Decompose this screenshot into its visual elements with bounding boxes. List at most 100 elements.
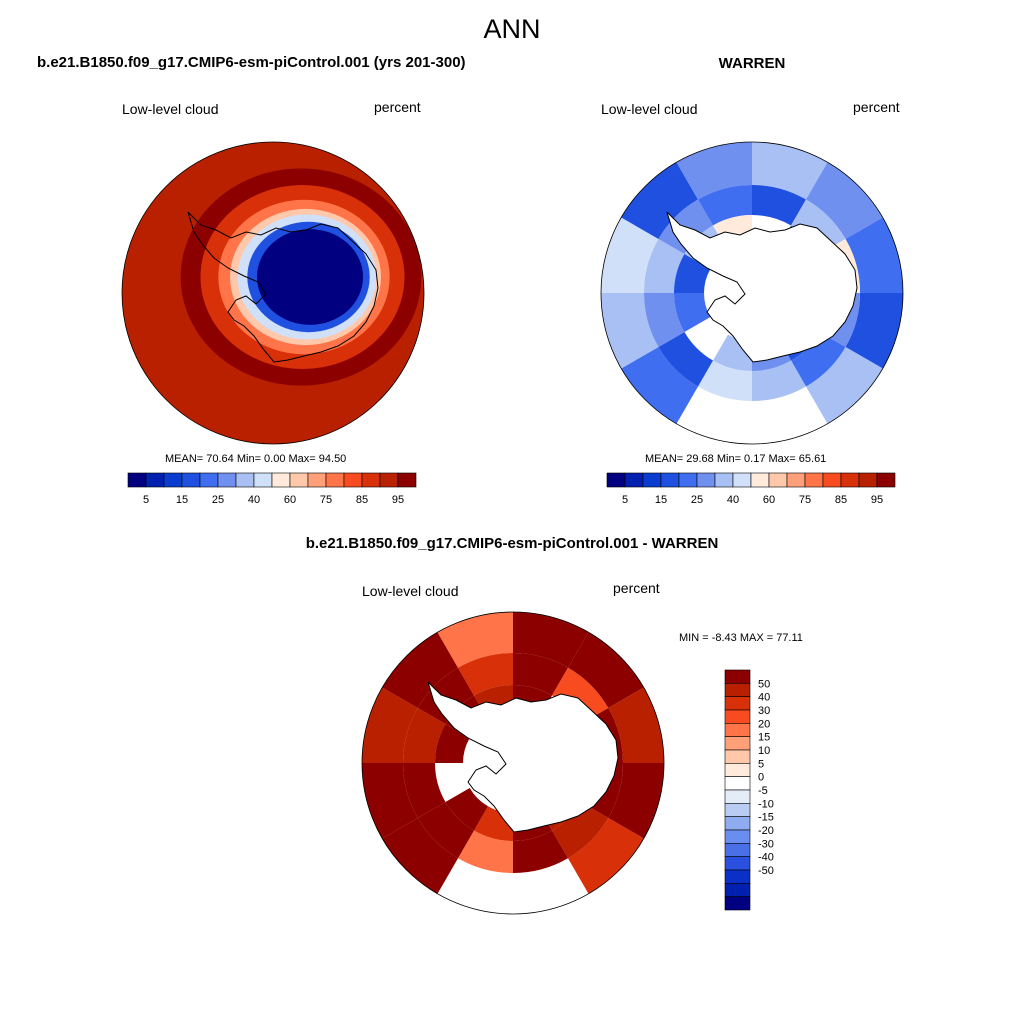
colorbar-box [804, 472, 824, 488]
colorbar-box [768, 472, 788, 488]
colorbar-box [724, 669, 751, 684]
colorbar-box [253, 472, 273, 488]
colorbar-box [724, 749, 751, 764]
colorbar-box [145, 472, 165, 488]
panel1-coastline [187, 211, 379, 363]
panel2-coastline [666, 211, 858, 363]
colorbar-tick-label: 75 [320, 494, 332, 506]
panel2-cell [845, 293, 903, 369]
colorbar-box [289, 472, 309, 488]
panel2-cell [791, 332, 846, 387]
colorbar-tick-label: 85 [835, 494, 847, 506]
colorbar-tick-label: 50 [758, 678, 770, 690]
colorbar-tick-label: -10 [758, 798, 774, 810]
panel2-cell [752, 185, 806, 226]
colorbar-box [724, 883, 751, 897]
panel1-contour-5 [256, 229, 364, 325]
colorbar-box [724, 709, 751, 724]
panel1-stats: MEAN= 70.64 Min= 0.00 Max= 94.50 [165, 453, 347, 465]
colorbar-box [325, 472, 345, 488]
colorbar-box [724, 683, 751, 697]
colorbar-box [307, 472, 327, 488]
colorbar-tick-label: 75 [799, 494, 811, 506]
colorbar-tick-label: 5 [143, 494, 149, 506]
colorbar-box [379, 472, 399, 488]
colorbar-box [199, 472, 219, 488]
panel3-cell [362, 763, 418, 839]
colorbar-tick-label: 85 [356, 494, 368, 506]
panel2-left-label: Low-level cloud [601, 101, 698, 117]
colorbar-tick-label: -15 [758, 812, 774, 824]
colorbar-box [271, 472, 291, 488]
panel2-map-border [600, 141, 904, 445]
colorbar-tick-label: 25 [212, 494, 224, 506]
panel3-right-label: percent [613, 580, 660, 596]
panel3-cell [403, 763, 446, 818]
panel3-cell [458, 830, 513, 873]
colorbar-box [724, 829, 751, 844]
panel2-cell [676, 142, 752, 200]
panel3-cell [608, 687, 664, 763]
colorbar-box [397, 472, 417, 488]
colorbar-tick-label: 40 [248, 494, 260, 506]
panel3-cell [417, 802, 474, 859]
panel2-cell [791, 199, 846, 254]
colorbar-box [724, 763, 751, 777]
colorbar-tick-label: 60 [763, 494, 775, 506]
panel3-cell [458, 653, 513, 696]
panel3-cell [568, 818, 644, 894]
colorbar-tick-label: 15 [758, 732, 770, 744]
colorbar-box [181, 472, 201, 488]
panel2-cell [674, 293, 711, 332]
colorbar-box [750, 472, 770, 488]
panel3-cell [382, 632, 458, 708]
panel3-cell [445, 788, 488, 831]
panel1-colorbar: 5 15 25 40 60 75 85 95 [127, 472, 417, 506]
colorbar-tick-label: 15 [176, 494, 188, 506]
colorbar-box [724, 843, 751, 857]
colorbar-box [361, 472, 381, 488]
colorbar-box [217, 472, 237, 488]
colorbar-tick-label: 40 [727, 494, 739, 506]
panel3-cell [513, 830, 568, 873]
colorbar-box [724, 776, 751, 791]
panel3-cell [552, 667, 609, 724]
colorbar-box [678, 472, 698, 488]
colorbar-box [724, 856, 751, 871]
colorbar-tick-label: 40 [758, 692, 770, 704]
colorbar-tick-label: -30 [758, 838, 774, 850]
panel3-stats: MIN = -8.43 MAX = 77.11 [679, 632, 803, 644]
panel2-cell [658, 332, 713, 387]
colorbar-tick-label: 10 [758, 745, 770, 757]
panel3-left-label: Low-level cloud [362, 583, 459, 599]
colorbar-box [343, 472, 363, 488]
main-title: ANN [483, 14, 541, 44]
panel2-stats: MEAN= 29.68 Min= 0.17 Max= 65.61 [645, 453, 827, 465]
colorbar-tick-label: 30 [758, 705, 770, 717]
colorbar-box [724, 723, 751, 737]
colorbar-box [714, 472, 734, 488]
panel3-cell [552, 802, 609, 859]
colorbar-box [724, 736, 751, 751]
panel2-cell [644, 239, 685, 293]
colorbar-tick-label: -5 [758, 785, 768, 797]
colorbar-box [876, 472, 896, 488]
panel2-colorbar: 5 15 25 40 60 75 85 95 [606, 472, 896, 506]
panel3-cell [403, 708, 446, 763]
panel3-cell [568, 632, 644, 708]
colorbar-tick-label: -20 [758, 825, 774, 837]
colorbar-box [858, 472, 878, 488]
colorbar-tick-label: 95 [871, 494, 883, 506]
colorbar-box [724, 803, 751, 817]
panel2-cell [752, 142, 828, 200]
panel2-cell [601, 217, 659, 293]
panel1-right-label: percent [374, 99, 421, 115]
colorbar-box [724, 869, 751, 884]
colorbar-tick-label: 95 [392, 494, 404, 506]
colorbar-box [840, 472, 860, 488]
colorbar-tick-label: 5 [622, 494, 628, 506]
antarctica-coastlines [187, 211, 858, 833]
panel3-cell [437, 612, 513, 668]
